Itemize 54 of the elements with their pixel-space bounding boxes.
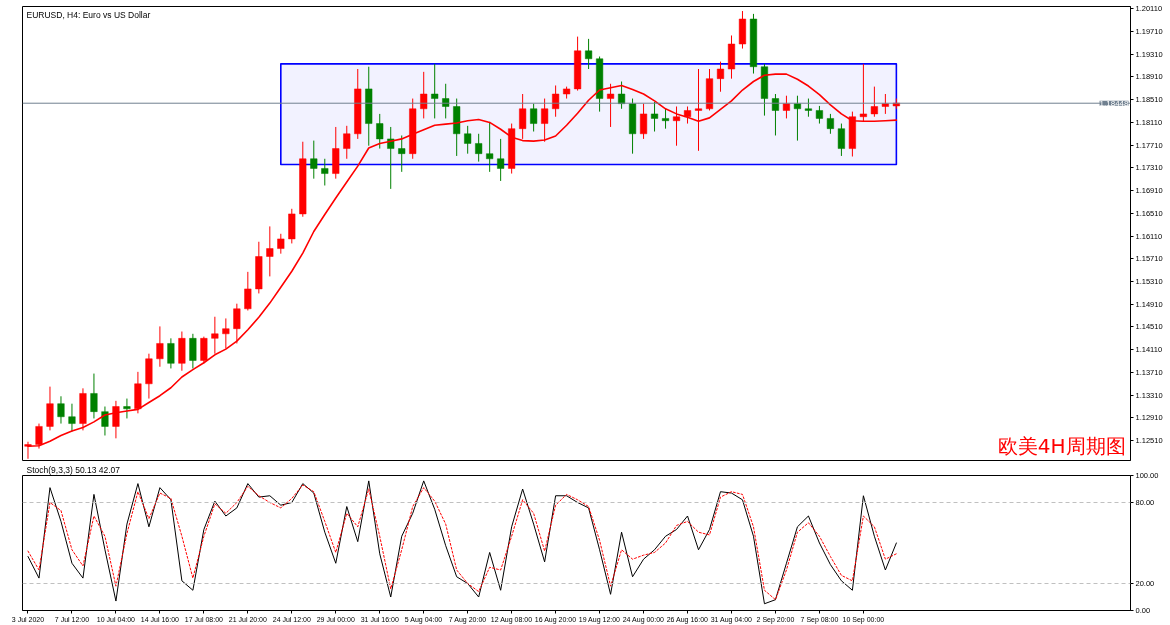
candlestick (387, 126, 395, 190)
candlestick (233, 303, 241, 344)
candlestick (90, 373, 98, 419)
candlestick (46, 386, 54, 431)
candlestick (431, 63, 439, 119)
chart-title: EURUSD, H4: Euro vs US Dollar (26, 9, 151, 20)
candlestick (398, 134, 406, 173)
candlestick (420, 71, 428, 119)
candlestick (343, 125, 351, 160)
candlestick (200, 336, 208, 364)
candlestick (266, 225, 274, 277)
candlestick (661, 108, 670, 130)
candlestick (244, 271, 252, 311)
candlestick (310, 140, 318, 180)
candlestick (167, 337, 175, 369)
candlestick (156, 325, 164, 368)
candlestick (837, 123, 845, 157)
candlestick (672, 106, 681, 147)
candlestick (464, 125, 472, 155)
candlestick (123, 398, 131, 419)
chart-title: Stoch(9,3,3) 50.13 42.07 (26, 465, 121, 475)
candlestick (321, 158, 329, 186)
candlestick (442, 83, 450, 119)
candlestick (57, 395, 65, 425)
ref-line-label: 1.18448 (1099, 98, 1130, 108)
candlestick (716, 61, 725, 93)
candlestick (189, 333, 197, 369)
text: 欧美4H周期图 (997, 433, 1126, 458)
candlestick (68, 403, 76, 433)
candlestick (486, 121, 494, 173)
candlestick (607, 83, 615, 128)
candlestick (277, 233, 285, 255)
candlestick (519, 93, 527, 140)
candlestick (475, 133, 483, 163)
candlestick (101, 406, 109, 436)
candlestick (222, 317, 230, 350)
candlestick (497, 138, 505, 182)
candlestick (541, 98, 549, 143)
candlestick (585, 38, 593, 70)
candlestick (793, 95, 801, 142)
candlestick (826, 113, 834, 135)
candlestick (640, 103, 648, 140)
candlestick (552, 84, 560, 118)
candlestick (530, 103, 538, 133)
candlestick (618, 81, 626, 110)
candlestick (881, 93, 889, 115)
candlestick (804, 98, 812, 118)
candlestick (771, 93, 779, 136)
candlestick (376, 113, 384, 150)
candlestick (870, 86, 878, 118)
candlestick (112, 400, 120, 439)
candlestick (782, 95, 790, 119)
candlestick (211, 316, 219, 355)
candlestick (651, 101, 659, 133)
